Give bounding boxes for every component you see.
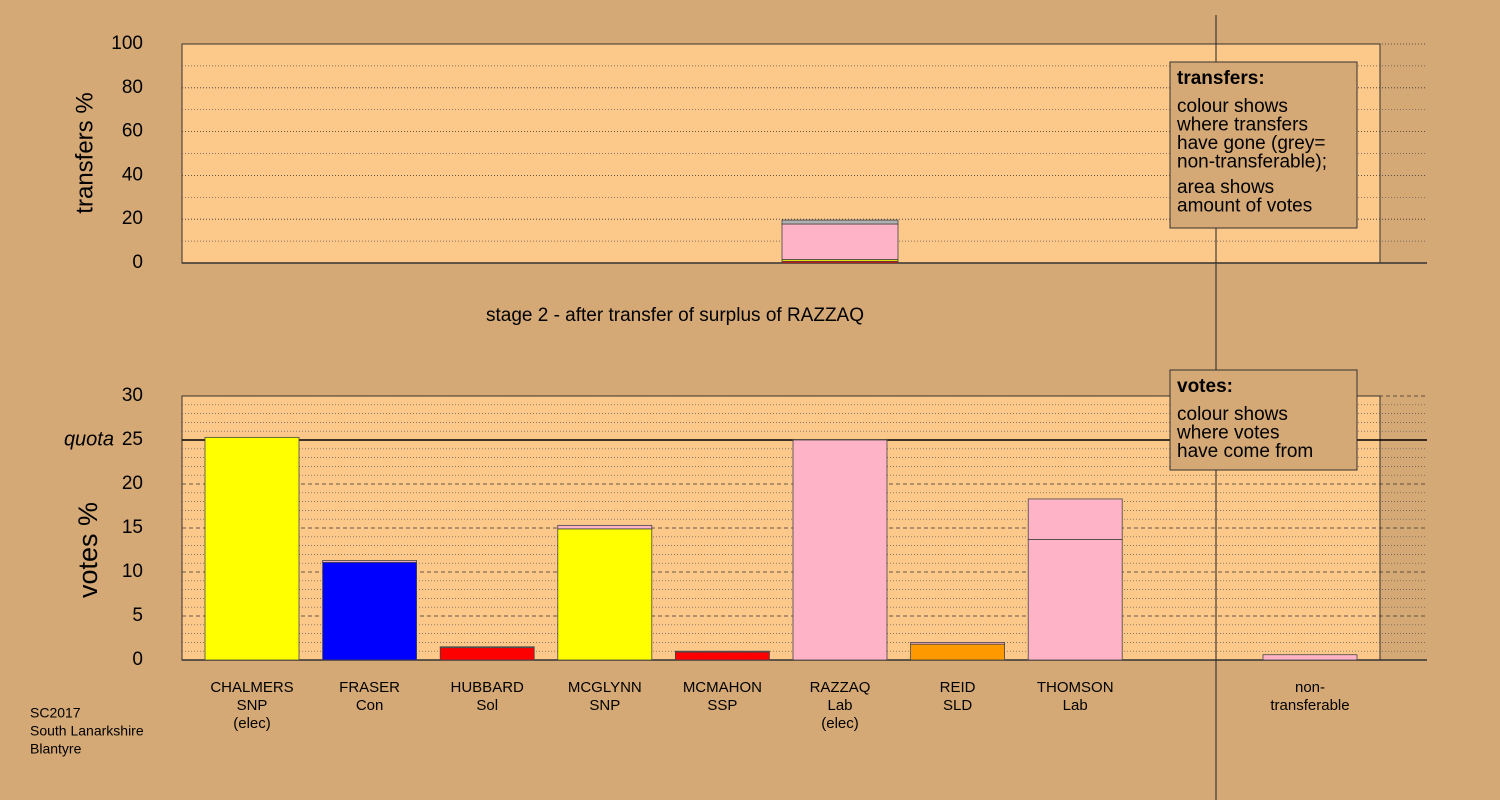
legend-title: votes: [1177,376,1233,397]
legend-text: have gone (grey= [1177,133,1325,154]
bar-segment [204,436,300,661]
bar-segment [1262,654,1358,661]
legend-text: amount of votes [1177,196,1312,217]
y-tick-label: 5 [132,605,143,626]
legend-text: have come from [1177,441,1313,462]
x-tick-label: SNP [589,697,620,714]
bar-segment [322,560,418,563]
x-tick-label: (elec) [821,715,859,732]
x-tick-label: SLD [943,697,972,714]
x-tick-label: CHALMERS [210,679,293,696]
y-tick-label: 0 [132,649,143,670]
y-tick-label: 60 [122,121,143,142]
x-tick-label: transferable [1270,697,1349,714]
footer-text: Blantyre [30,741,82,757]
bar-segment [439,647,535,661]
y-tick-label: 15 [122,517,143,538]
x-tick-label: SNP [237,697,268,714]
y-tick-label: 40 [122,164,143,185]
x-tick-label: Lab [1063,697,1088,714]
x-tick-label: THOMSON [1037,679,1114,696]
y-tick-label: 10 [122,561,143,582]
bar-segment [910,642,1005,645]
y-axis-title: transfers % [71,92,98,213]
x-tick-label: HUBBARD [451,679,525,696]
legend-text: area shows [1177,177,1274,198]
y-tick-label: 20 [122,208,143,229]
x-tick-label: MCMAHON [683,679,762,696]
x-tick-label: non- [1295,679,1325,696]
legend-text: non-transferable); [1177,152,1327,173]
x-tick-label: SSP [707,697,737,714]
legend-text: where votes [1176,423,1279,444]
bar-segment [322,561,418,661]
bar-segment [1027,539,1123,661]
legend-text: colour shows [1177,96,1288,117]
bar-segment [675,650,770,653]
legend-text: where transfers [1176,115,1308,136]
bar-segment [557,524,653,530]
x-tick-label: MCGLYNN [568,679,642,696]
x-tick-label: FRASER [339,679,400,696]
bar-segment [781,223,899,260]
footer-text: South Lanarkshire [30,723,144,739]
legend-box [1169,369,1358,471]
y-tick-label: 0 [132,252,143,273]
legend-title: transfers: [1177,68,1265,89]
bar-segment [910,643,1005,661]
x-tick-label: Lab [827,697,852,714]
x-tick-label: RAZZAQ [810,679,871,696]
y-tick-label: 30 [122,385,143,406]
bar-segment [1027,498,1123,540]
quota-label: quota [64,428,114,450]
y-tick-label: 100 [111,33,143,54]
y-tick-label: 80 [122,77,143,98]
x-tick-label: (elec) [233,715,271,732]
bar-segment [439,646,535,649]
bar-segment [792,439,888,661]
footer-text: SC2017 [30,705,81,721]
legend-text: colour shows [1177,404,1288,425]
bar-segment [675,651,770,661]
x-tick-label: Sol [476,697,498,714]
legend-box [1169,61,1358,229]
y-axis-title: votes % [73,502,103,598]
bar-segment [781,219,899,225]
y-tick-label: 20 [122,473,143,494]
x-tick-label: REID [940,679,976,696]
bar-segment [557,528,653,661]
x-tick-label: Con [356,697,384,714]
stage-title: stage 2 - after transfer of surplus of R… [486,305,864,326]
y-tick-label: 25 [122,429,143,450]
